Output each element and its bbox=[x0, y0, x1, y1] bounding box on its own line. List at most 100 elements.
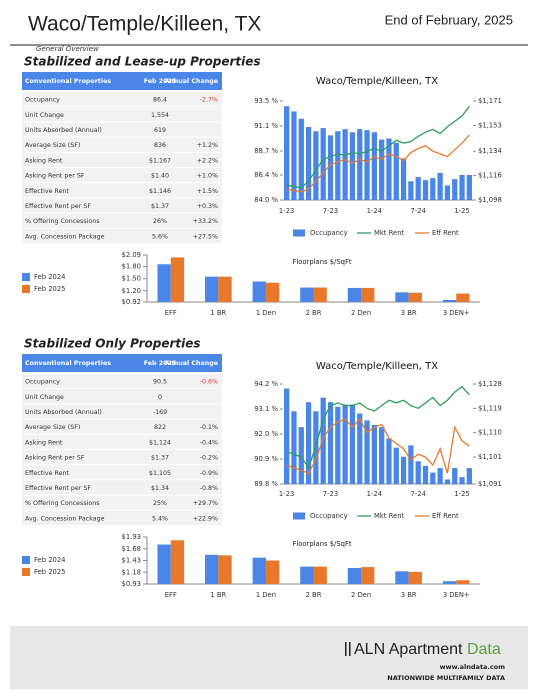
occupancy-bar bbox=[444, 479, 451, 484]
x-tick-label: 7-24 bbox=[410, 207, 425, 215]
legend-label: Occupancy bbox=[310, 229, 348, 237]
x-tick-label: 2 Den bbox=[351, 591, 371, 599]
x-tick-label: 1 Den bbox=[256, 591, 276, 599]
occupancy-bar bbox=[430, 178, 436, 200]
y-tick-label: 84.0 % bbox=[254, 196, 278, 204]
bar bbox=[313, 287, 327, 302]
table-row bbox=[22, 228, 222, 243]
occupancy-bar bbox=[284, 388, 290, 484]
y2-tick-label: $1,128 bbox=[478, 380, 502, 388]
footer-band bbox=[10, 626, 528, 689]
bar bbox=[252, 281, 266, 302]
table-row bbox=[22, 419, 222, 434]
table-cell: Asking Rent per SF bbox=[25, 173, 85, 180]
legend-label: Occupancy bbox=[310, 512, 348, 520]
y-tick-label: 90.9 % bbox=[254, 455, 278, 463]
rent-line bbox=[286, 418, 470, 474]
occupancy-bar bbox=[393, 142, 399, 200]
table-cell: +2.2% bbox=[197, 157, 218, 164]
bar bbox=[170, 540, 185, 584]
table-row bbox=[22, 374, 222, 389]
bar bbox=[313, 566, 327, 584]
legend-label: Eff Rent bbox=[432, 512, 459, 520]
bar bbox=[300, 287, 314, 302]
y2-tick-label: $1,119 bbox=[478, 404, 502, 412]
rent-line bbox=[286, 106, 470, 189]
table-row bbox=[22, 389, 222, 404]
table-cell: +29.7% bbox=[193, 500, 218, 507]
table-header bbox=[22, 354, 222, 372]
legend-swatch bbox=[293, 512, 305, 520]
table-cell: 0 bbox=[158, 394, 162, 401]
table-cell: -2.7% bbox=[200, 97, 218, 104]
page-title: Waco/Temple/Killeen, TX bbox=[28, 13, 261, 36]
y-tick-label: 91.1 % bbox=[254, 122, 278, 130]
rent-line bbox=[286, 134, 470, 193]
table-cell: Average Size (SF) bbox=[25, 142, 80, 149]
bar bbox=[408, 571, 422, 584]
report-date: End of February, 2025 bbox=[385, 12, 513, 27]
table-cell: Asking Rent bbox=[25, 157, 63, 164]
table-cell: +0.3% bbox=[197, 203, 218, 210]
occupancy-bar bbox=[379, 427, 385, 484]
occupancy-bar bbox=[422, 465, 429, 484]
occupancy-bar bbox=[313, 131, 319, 200]
y-tick-label: 92.0 % bbox=[254, 430, 278, 438]
y2-tick-label: $1,110 bbox=[478, 429, 502, 437]
bar bbox=[442, 581, 457, 584]
occupancy-bar bbox=[459, 477, 465, 484]
bar bbox=[347, 568, 362, 584]
bar bbox=[456, 293, 470, 302]
x-tick-label: 3 DEN+ bbox=[443, 591, 470, 599]
occupancy-bar bbox=[342, 404, 348, 484]
table-row bbox=[22, 480, 222, 495]
table-cell: Unit Change bbox=[25, 112, 64, 119]
occupancy-bar bbox=[393, 447, 399, 484]
table-row bbox=[22, 510, 222, 525]
table-header-cell: Conventional Properties bbox=[25, 78, 111, 85]
brand-icon bbox=[345, 642, 351, 656]
table-row bbox=[22, 168, 222, 183]
y-tick-label: $1.68 bbox=[122, 545, 141, 553]
y2-tick-label: $1,091 bbox=[478, 480, 502, 488]
x-tick-label: 7-23 bbox=[323, 207, 338, 215]
bar bbox=[218, 276, 232, 302]
table-cell: 90.5 bbox=[153, 379, 167, 386]
table-row bbox=[22, 183, 222, 198]
bar bbox=[252, 557, 266, 584]
occupancy-bar bbox=[386, 138, 392, 200]
occupancy-bar bbox=[291, 411, 297, 484]
occupancy-bar bbox=[444, 185, 451, 200]
bar bbox=[170, 257, 185, 302]
y-tick-label: $1.80 bbox=[122, 263, 141, 271]
footer-tagline: NATIONWIDE MULTIFAMILY DATA bbox=[387, 674, 505, 682]
x-tick-label: 1 BR bbox=[210, 591, 226, 599]
table-cell: Effective Rent per SF bbox=[25, 203, 91, 210]
occupancy-bar bbox=[291, 111, 297, 200]
bar bbox=[361, 287, 375, 302]
y2-tick-label: $1,134 bbox=[478, 147, 502, 155]
table-cell: Occupancy bbox=[25, 97, 60, 104]
bar bbox=[395, 292, 409, 302]
occupancy-bar bbox=[415, 461, 421, 484]
x-tick-label: 1-23 bbox=[279, 490, 294, 498]
y-tick-label: $0.92 bbox=[122, 298, 141, 306]
occupancy-bar bbox=[408, 181, 414, 200]
table-cell: Effective Rent bbox=[25, 188, 69, 195]
y-tick-label: $1.20 bbox=[122, 287, 141, 295]
occupancy-bar bbox=[349, 132, 356, 200]
y2-tick-label: $1,098 bbox=[478, 196, 502, 204]
chart-title: Floorplans $/SqFt bbox=[292, 258, 351, 266]
table-row bbox=[22, 213, 222, 228]
y-tick-label: $1.43 bbox=[122, 557, 141, 565]
occupancy-bar bbox=[305, 402, 312, 484]
occupancy-bar bbox=[415, 177, 421, 200]
table-row bbox=[22, 92, 222, 107]
bar bbox=[205, 276, 219, 302]
legend-label: Feb 2024 bbox=[34, 273, 66, 281]
occupancy-bar bbox=[400, 158, 407, 200]
chart-title: Waco/Temple/Killeen, TX bbox=[316, 76, 438, 87]
table-row bbox=[22, 152, 222, 167]
bar bbox=[442, 299, 457, 302]
table-cell: Occupancy bbox=[25, 379, 60, 386]
